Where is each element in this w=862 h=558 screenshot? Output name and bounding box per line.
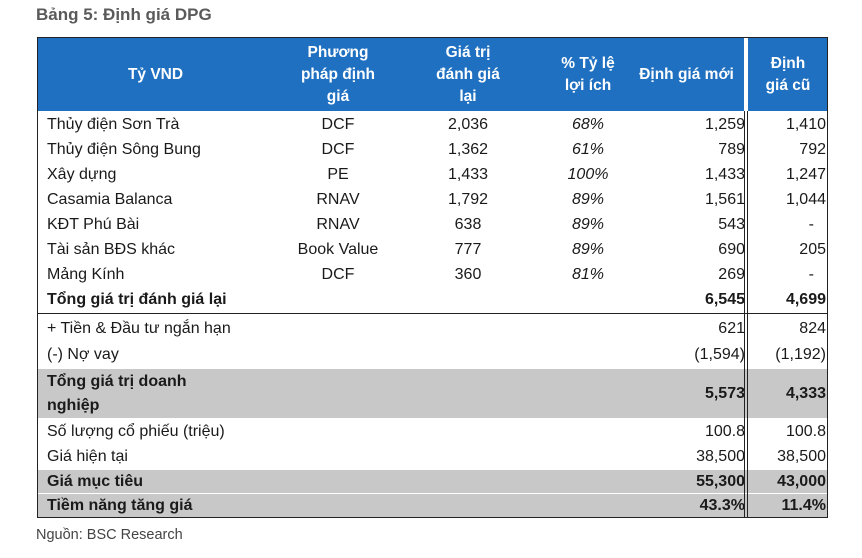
row-new: 38,500 <box>696 447 745 465</box>
row-pct: 68% <box>571 115 605 133</box>
row-old: 1,410 <box>785 115 826 133</box>
row-old: (1,192) <box>775 346 826 363</box>
row-method: PE <box>327 165 349 183</box>
row-method: Book Value <box>297 240 379 258</box>
row-new: 543 <box>718 215 745 233</box>
row-value: 360 <box>454 265 482 283</box>
row-old: 100.8 <box>785 422 826 440</box>
row-pct: 89% <box>571 240 605 258</box>
row-old: - <box>808 265 814 283</box>
header-method: Phương pháp định giá <box>300 43 376 105</box>
header-pct: % Tỷ lệ lợi ích <box>561 54 615 94</box>
row-label: Thủy điện Sông Bung <box>47 140 201 158</box>
row-method: RNAV <box>316 215 360 233</box>
row-label: Tài sản BĐS khác <box>47 240 176 258</box>
row-pct: 61% <box>571 140 605 158</box>
row-new: 621 <box>718 320 745 337</box>
row-old: 38,500 <box>777 447 826 465</box>
row-old: 4,333 <box>785 384 826 402</box>
row-label: Số lượng cổ phiếu (triệu) <box>47 422 225 440</box>
row-old: 43,000 <box>777 472 826 490</box>
row-new: 43.3% <box>699 496 745 514</box>
row-label: Xây dựng <box>47 165 117 183</box>
table-row: KĐT Phú Bài RNAV 638 89% 543 - <box>38 212 827 237</box>
row-label: Tiềm năng tăng giá <box>47 496 193 514</box>
row-method: DCF <box>321 115 355 133</box>
row-new: 55,300 <box>696 472 745 490</box>
row-old: 1,247 <box>785 165 826 183</box>
table-row: Casamia Balanca RNAV 1,792 89% 1,561 1,0… <box>38 187 827 212</box>
row-new: 100.8 <box>704 422 745 440</box>
row-label: Giá mục tiêu <box>47 472 144 490</box>
row-label: Tổng giá trị doanh nghiệp <box>47 372 187 414</box>
row-label: Casamia Balanca <box>47 190 173 208</box>
table-row: Tài sản BĐS khác Book Value 777 89% 690 … <box>38 237 827 262</box>
row-label: Tổng giá trị đánh giá lại <box>47 291 227 308</box>
enterprise-value-row: Tổng giá trị doanh nghiệp 5,573 4,333 <box>38 369 827 418</box>
row-label: Giá hiện tại <box>47 447 128 465</box>
row-new: 1,561 <box>704 190 745 208</box>
table-row: Mảng Kính DCF 360 81% 269 - <box>38 262 827 287</box>
row-new: (1,594) <box>694 346 745 363</box>
table-row: Xây dựng PE 1,433 100% 1,433 1,247 <box>38 162 827 187</box>
table-row: + Tiền & Đầu tư ngắn hạn 621 824 <box>38 316 827 342</box>
row-label: (-) Nợ vay <box>47 346 119 363</box>
row-new: 6,545 <box>704 291 745 308</box>
row-old: 824 <box>799 320 826 337</box>
table-title: Bảng 5: Định giá DPG <box>36 5 212 24</box>
row-old: 11.4% <box>781 496 826 514</box>
row-new: 5,573 <box>704 384 745 402</box>
row-new: 789 <box>718 140 745 158</box>
total-revalued-row: Tổng giá trị đánh giá lại 6,545 4,699 <box>38 287 827 313</box>
row-method: DCF <box>321 140 355 158</box>
upside-row: Tiềm năng tăng giá 43.3% 11.4% <box>38 494 827 517</box>
header-unit: Tỷ VND <box>127 65 184 83</box>
row-new: 1,433 <box>704 165 745 183</box>
table-frame <box>37 37 828 518</box>
table-row: Số lượng cổ phiếu (triệu) 100.8 100.8 <box>38 419 827 444</box>
header-new: Định giá mới <box>639 65 734 83</box>
row-value: 1,792 <box>447 190 489 208</box>
row-old: 792 <box>799 140 826 158</box>
row-value: 777 <box>454 240 482 258</box>
row-value: 1,433 <box>447 165 489 183</box>
row-new: 1,259 <box>704 115 745 133</box>
divider <box>38 313 827 314</box>
row-old: 4,699 <box>785 291 826 308</box>
row-value: 1,362 <box>447 140 489 158</box>
row-pct: 100% <box>567 165 609 183</box>
row-old: 1,044 <box>785 190 826 208</box>
column-separator <box>744 111 745 517</box>
row-new: 690 <box>718 240 745 258</box>
table-header: Tỷ VND Phương pháp định giá Giá trị đánh… <box>38 38 827 111</box>
row-label: Mảng Kính <box>47 265 125 283</box>
row-new: 269 <box>718 265 745 283</box>
row-label: + Tiền & Đầu tư ngắn hạn <box>47 320 231 337</box>
table-row: Thủy điện Sơn Trà DCF 2,036 68% 1,259 1,… <box>38 112 827 137</box>
row-method: DCF <box>321 265 355 283</box>
row-label: KĐT Phú Bài <box>47 215 140 233</box>
row-method: RNAV <box>316 190 360 208</box>
table-row: Giá hiện tại 38,500 38,500 <box>38 444 827 469</box>
row-value: 638 <box>454 215 482 233</box>
table-row: (-) Nợ vay (1,594) (1,192) <box>38 342 827 368</box>
row-old: - <box>808 215 814 233</box>
header-value: Giá trị đánh giá lại <box>436 43 500 105</box>
row-pct: 81% <box>571 265 605 283</box>
row-label: Thủy điện Sơn Trà <box>47 115 180 133</box>
row-value: 2,036 <box>447 115 489 133</box>
row-pct: 89% <box>571 215 605 233</box>
header-old: Định giá cũ <box>765 54 811 94</box>
table-row: Thủy điện Sông Bung DCF 1,362 61% 789 79… <box>38 137 827 162</box>
source-note: Nguồn: BSC Research <box>36 527 183 543</box>
target-price-row: Giá mục tiêu 55,300 43,000 <box>38 470 827 493</box>
row-pct: 89% <box>571 190 605 208</box>
column-separator <box>747 111 748 517</box>
row-old: 205 <box>799 240 826 258</box>
header-separator <box>744 38 748 111</box>
